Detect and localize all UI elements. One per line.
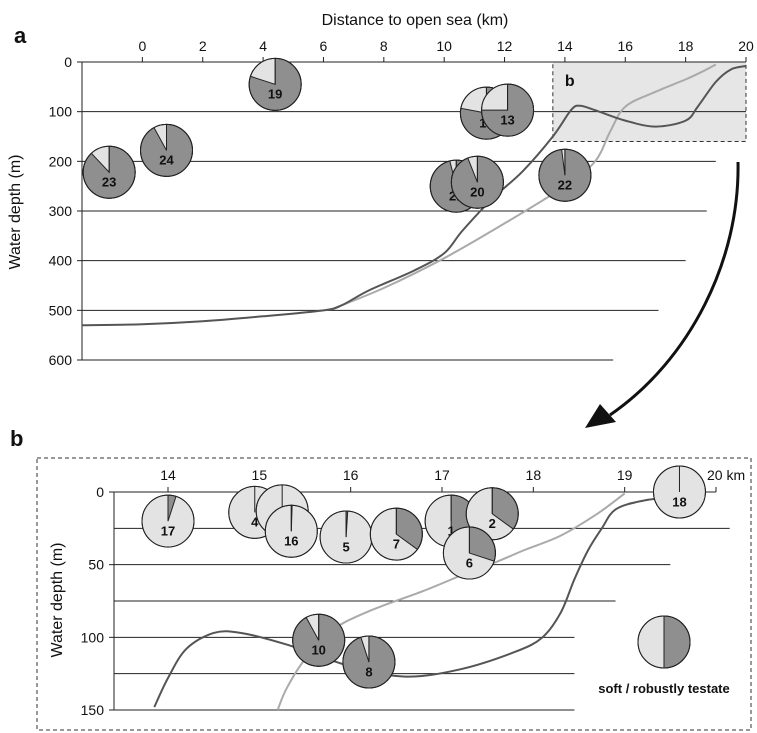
panel-b-pie-6: 6 (442, 526, 496, 580)
panel-a-x-tick-label: 0 (138, 38, 146, 54)
panel-a-x-tick-label: 4 (259, 38, 267, 54)
panel-a-x-tick-label: 14 (557, 38, 573, 54)
panel-b-pie-2: 2 (465, 487, 519, 541)
panel-a-x-tick-label: 8 (380, 38, 388, 54)
panel-a-pie-20-outline (450, 155, 504, 209)
panel-a-pie-23-outline (82, 145, 136, 199)
panel-a-x-tick-label: 10 (436, 38, 452, 54)
panel-a-pie-24-outline (140, 123, 194, 177)
panel-a-y-tick-label: 100 (49, 104, 73, 120)
panel-b-pie-10-outline (292, 613, 346, 667)
panel-a-pie-19: 19 (248, 57, 302, 111)
legend-pie-outline (637, 615, 691, 669)
panel-a-pie-20: 20 (450, 155, 504, 209)
panel-b-pie-17: 17 (141, 494, 195, 548)
panel-b-pie-18: 18 (652, 465, 706, 519)
panel-b-pie-2-label: 2 (489, 516, 496, 531)
panel-b-pie-6-outline (442, 526, 496, 580)
panel-a-y-tick-label: 400 (49, 253, 73, 269)
panel-a-pie-22-label: 22 (558, 178, 572, 193)
panel-a-pie-22: 22 (538, 148, 592, 202)
panel-b-x-tick-label: 14 (160, 467, 176, 483)
panel-b-pie-7: 7 (369, 507, 423, 561)
panel-a-ylabel: Water depth (m) (7, 155, 24, 270)
panel-a-x-tick-label: 16 (617, 38, 633, 54)
panel-b-x-tick-label: 16 (343, 467, 359, 483)
panel-a-letter: a (14, 23, 27, 48)
panel-b-pie-16: 16 (264, 504, 318, 558)
legend-pie (637, 615, 691, 669)
panel-b-y-tick-label: 50 (88, 557, 104, 573)
panel-b-pie-4-label: 4 (251, 515, 259, 530)
inset-box (552, 61, 747, 142)
zoom-arrow (585, 161, 740, 428)
panel-b-letter: b (10, 426, 23, 451)
panel-b-x-tick-label: 15 (252, 467, 268, 483)
panel-b-pie-17-label: 17 (161, 523, 175, 538)
panel-a-y-tick-label: 600 (49, 352, 73, 368)
panel-a-pie-24: 24 (140, 123, 194, 177)
panel-b-ylabel: Water depth (m) (49, 543, 66, 658)
panel-b-frame (36, 457, 752, 731)
panel-b-pie-6-label: 6 (466, 555, 473, 570)
panel-a-pie-22-outline (538, 148, 592, 202)
panel-a-pie-23: 23 (82, 145, 136, 199)
panel-a-y-tick-label: 200 (49, 153, 73, 169)
panel-a-pie-23-label: 23 (102, 175, 116, 190)
panel-a-plot: b0 2 4 6 8 10 12 14 16 18 200100200300400500600192… (49, 38, 754, 368)
panel-a-x-tick-label: 2 (199, 38, 207, 54)
panel-a-y-tick-label: 0 (64, 54, 72, 70)
panel-b-y-tick-label: 150 (81, 702, 105, 718)
panel-a-xlabel: Distance to open sea (km) (322, 12, 509, 29)
legend-label: soft / robustly testate (598, 681, 729, 696)
panel-b-y-tick-label: 0 (96, 484, 104, 500)
panel-a-x-tick-label: 12 (497, 38, 513, 54)
panel-a-x-tick-label: 6 (320, 38, 328, 54)
panel-a-pie-13: 13 (481, 83, 535, 137)
panel-a-profile-dark (81, 64, 747, 327)
panel-b-y-tick-label: 100 (81, 629, 105, 645)
panel-a-pie-24-label: 24 (159, 153, 174, 168)
panel-a-x-tick-label: 20 (738, 38, 754, 54)
panel-b-pie-5-label: 5 (342, 539, 349, 554)
panel-b-pie-10-label: 10 (311, 643, 325, 658)
panel-b-profile-dark (153, 493, 703, 708)
legend-pie-robust (663, 615, 691, 669)
panel-a-pie-19-label: 19 (268, 87, 282, 102)
panel-b-pie-5: 5 (319, 510, 373, 564)
inset-box-label: b (565, 73, 575, 90)
panel-b-pie-7-outline (369, 507, 423, 561)
panel-a-pie-13-outline (481, 83, 535, 137)
panel-a-y-tick-label: 300 (49, 203, 73, 219)
panel-b-x-tick-label: 17 (434, 467, 450, 483)
panel-b-pie-17-outline (141, 494, 195, 548)
panel-a-pie-19-outline (248, 57, 302, 111)
panel-b-pie-1-label: 1 (448, 523, 455, 538)
panel-b-x-tick-label: 19 (617, 467, 633, 483)
panel-b-pie-7-label: 7 (393, 536, 400, 551)
panel-b-x-tick-label: 18 (526, 467, 542, 483)
panel-a-y-tick-label: 500 (49, 302, 73, 318)
panel-b-pie-8-outline (342, 635, 396, 689)
panel-b-pie-18-label: 18 (672, 494, 686, 509)
panel-b-pie-8: 8 (342, 635, 396, 689)
panel-a-x-tick-label: 18 (678, 38, 694, 54)
panel-b-pie-8-label: 8 (365, 664, 372, 679)
panel-b-pie-16-label: 16 (284, 534, 298, 549)
panel-a-profile-light (332, 63, 717, 310)
panel-b-pie-18-outline (652, 465, 706, 519)
panel-a-pie-20-label: 20 (470, 184, 484, 199)
panel-b-pie-10: 10 (292, 613, 346, 667)
panel-a-pie-13-label: 13 (500, 112, 514, 127)
panel-b-pie-16-outline (264, 504, 318, 558)
panel-b-x-tick-label: 20 km (707, 467, 745, 483)
